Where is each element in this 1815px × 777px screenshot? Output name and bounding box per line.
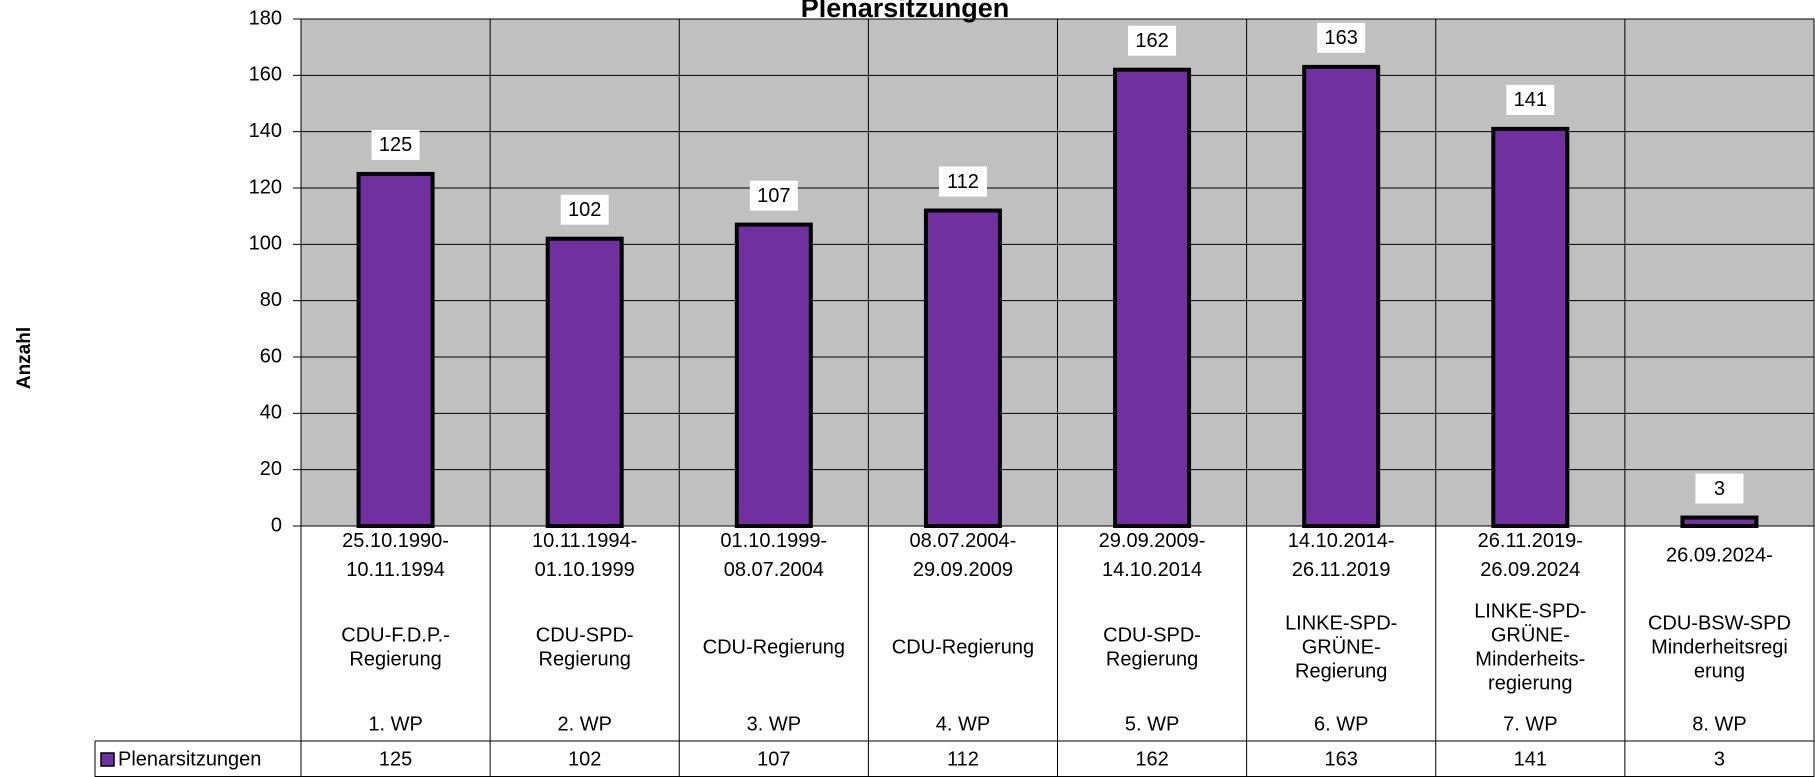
bar <box>734 222 813 528</box>
y-tick-label: 140 <box>249 120 282 142</box>
value-label-box <box>1128 25 1177 56</box>
bar <box>1113 67 1192 528</box>
x-tick-label: 4. WP <box>936 713 990 735</box>
government-label: Minderheits- <box>1475 648 1585 670</box>
table-value: 102 <box>568 748 601 770</box>
x-tick-label: 5. WP <box>1125 713 1179 735</box>
government-label: Regierung <box>349 648 441 670</box>
period-label: 01.10.1999 <box>535 559 635 581</box>
value-label-box <box>1695 473 1744 504</box>
government-label: CDU-SPD- <box>1103 624 1201 646</box>
bar <box>1491 126 1570 528</box>
legend-label: Plenarsitzungen <box>118 748 261 770</box>
period-label: 26.11.2019 <box>1292 559 1391 581</box>
table-value: 141 <box>1514 748 1547 770</box>
value-label-box <box>560 194 609 225</box>
table-value: 112 <box>947 748 979 770</box>
government-label: Minderheitsregi <box>1651 636 1788 658</box>
table-value: 162 <box>1135 748 1168 770</box>
government-label: GRÜNE- <box>1302 636 1381 658</box>
y-tick-label: 40 <box>260 402 282 424</box>
chart-title: Plenarsitzungen <box>801 0 1010 23</box>
government-label: CDU-Regierung <box>892 636 1034 658</box>
y-tick-label: 20 <box>260 458 282 480</box>
value-label: 3 <box>1714 478 1725 500</box>
legend-key <box>100 752 115 767</box>
government-label: erung <box>1694 660 1745 682</box>
government-label: LINKE-SPD- <box>1474 600 1586 622</box>
bar <box>356 171 435 529</box>
period-label: 10.11.1994- <box>532 530 637 552</box>
government-label: CDU-SPD- <box>536 624 634 646</box>
value-label: 163 <box>1325 27 1358 49</box>
period-label: 29.09.2009 <box>913 559 1013 581</box>
x-tick-label: 8. WP <box>1692 713 1746 735</box>
government-label: CDU-F.D.P.- <box>341 624 450 646</box>
value-label: 141 <box>1514 89 1547 111</box>
period-label: 26.09.2024 <box>1480 559 1580 581</box>
x-tick-label: 3. WP <box>747 713 801 735</box>
period-label: 26.09.2024- <box>1666 544 1773 566</box>
y-axis-label: Anzahl <box>14 327 35 389</box>
period-label: 26.11.2019- <box>1478 530 1583 552</box>
government-label: Regierung <box>1106 648 1198 670</box>
value-label: 107 <box>757 185 790 207</box>
table-value: 125 <box>379 748 412 770</box>
period-label: 29.09.2009- <box>1099 530 1206 552</box>
government-label: regierung <box>1488 672 1573 694</box>
x-tick-label: 2. WP <box>557 713 611 735</box>
y-tick-label: 120 <box>249 176 282 198</box>
x-tick-label: 7. WP <box>1503 713 1557 735</box>
government-label: Regierung <box>1295 660 1387 682</box>
table-value: 107 <box>757 748 790 770</box>
value-label-box <box>371 129 420 160</box>
period-label: 01.10.1999- <box>720 530 827 552</box>
x-tick-label: 6. WP <box>1314 713 1368 735</box>
value-label: 162 <box>1135 30 1168 52</box>
value-label: 125 <box>379 134 412 156</box>
y-tick-label: 180 <box>249 7 282 29</box>
y-tick-label: 160 <box>249 64 282 86</box>
period-label: 14.10.2014 <box>1102 559 1202 581</box>
value-label: 112 <box>947 171 979 193</box>
period-label: 14.10.2014- <box>1288 530 1395 552</box>
value-label-box <box>1506 84 1555 115</box>
value-label-box <box>938 166 987 197</box>
y-tick-label: 0 <box>271 514 282 536</box>
period-label: 10.11.1994 <box>346 559 445 581</box>
table-value: 3 <box>1714 748 1725 770</box>
government-label: Regierung <box>539 648 631 670</box>
value-label-box <box>1317 22 1366 53</box>
government-label: LINKE-SPD- <box>1285 612 1397 634</box>
bar <box>1302 64 1381 528</box>
y-tick-label: 80 <box>260 289 282 311</box>
period-label: 08.07.2004 <box>724 559 824 581</box>
bar <box>1680 515 1759 528</box>
government-label: GRÜNE- <box>1491 624 1570 646</box>
bar <box>923 208 1002 529</box>
y-tick-label: 60 <box>260 345 282 367</box>
value-label: 102 <box>568 199 601 221</box>
government-label: CDU-Regierung <box>703 636 845 658</box>
value-label-box <box>749 180 798 211</box>
y-tick-label: 100 <box>249 233 282 255</box>
table-value: 163 <box>1325 748 1358 770</box>
x-tick-label: 1. WP <box>368 713 422 735</box>
period-label: 08.07.2004- <box>910 530 1017 552</box>
government-label: CDU-BSW-SPD <box>1648 612 1791 634</box>
bar <box>545 236 624 528</box>
period-label: 25.10.1990- <box>342 530 449 552</box>
